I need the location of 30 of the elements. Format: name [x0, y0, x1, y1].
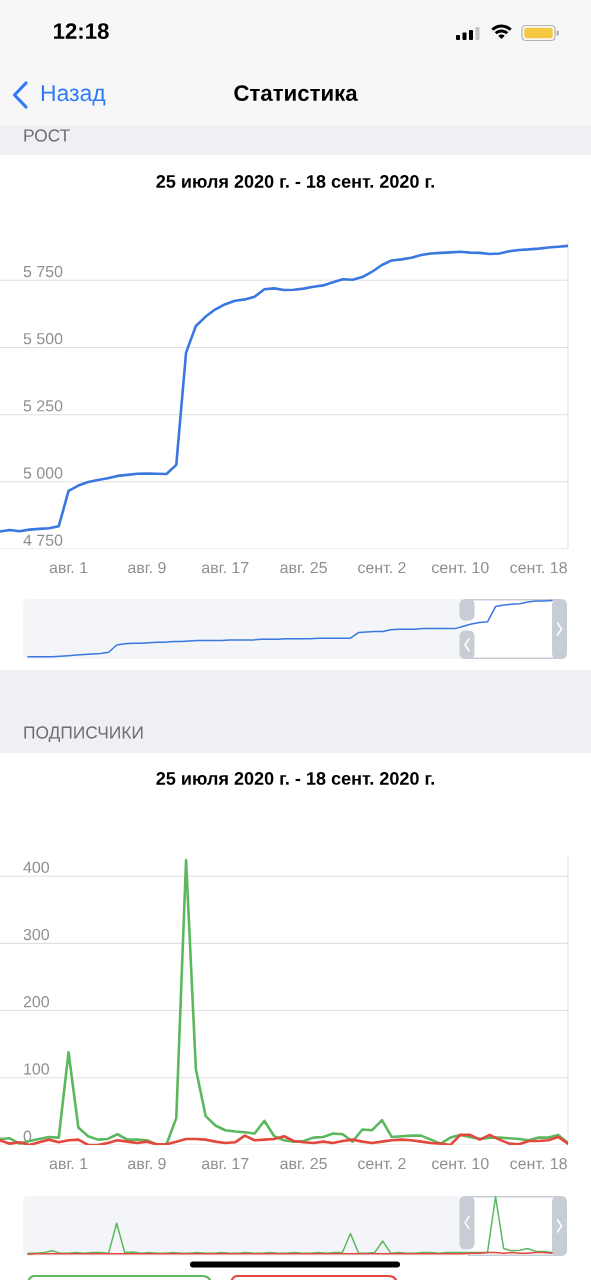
y-tick-label: 5 750 [23, 265, 63, 278]
x-tick-label: сент. 2 [358, 561, 406, 574]
y-tick-label: 200 [23, 996, 50, 1008]
x-tick-label: сент. 18 [510, 561, 567, 574]
y-tick-label: 300 [23, 928, 50, 941]
chart-subtitle: 25 июля 2020 г. - 18 сент. 2020 г. [156, 772, 434, 785]
x-tick-label: сент. 10 [432, 1157, 489, 1170]
x-tick-label: авг. 25 [280, 1157, 327, 1170]
y-tick-label: 5 500 [23, 333, 63, 345]
chart-title: ПОДПИСЧИКИ [24, 726, 143, 742]
x-tick-label: авг. 25 [280, 561, 327, 574]
x-tick-label: сент. 2 [358, 1157, 406, 1170]
chart-subtitle: 25 июля 2020 г. - 18 сент. 2020 г. [156, 175, 434, 188]
y-tick-label: 5 000 [23, 467, 63, 479]
x-tick-label: авг. 9 [128, 1157, 166, 1170]
x-tick-label: авг. 1 [49, 562, 88, 574]
x-tick-label: авг. 1 [49, 1158, 88, 1170]
x-tick-label: авг. 17 [201, 562, 249, 574]
x-tick-label: сент. 18 [510, 1157, 567, 1170]
text: Назад [41, 85, 106, 106]
x-tick-label: авг. 9 [128, 561, 166, 574]
y-tick-label: 400 [23, 861, 50, 874]
y-tick-label: 100 [24, 1063, 50, 1075]
y-tick-label: 5 250 [23, 400, 63, 412]
chart-title: РОСТ [24, 129, 70, 142]
x-tick-label: сент. 10 [432, 561, 489, 574]
y-tick-label: 4 750 [23, 534, 63, 546]
x-tick-label: авг. 17 [201, 1158, 249, 1170]
text: Статистика [234, 85, 358, 101]
text: 12:18 [53, 23, 109, 39]
